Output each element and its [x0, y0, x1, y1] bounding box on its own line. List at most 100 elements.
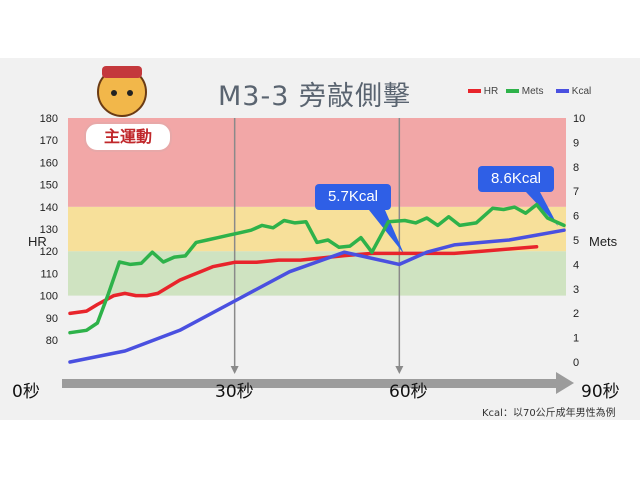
chart: 80 90 100 110 120 130 140 150 160 170 180 0 1 2 3 4 5 6 7 8… — [40, 66, 585, 394]
y-tick-label: 90 — [46, 313, 58, 325]
y-tick-label: 130 — [40, 224, 58, 236]
chart-stage: 80 90 100 110 120 130 140 150 160 170 180 0 1 2 3 4 5 6 7 8… — [0, 58, 640, 420]
series-point-hr — [212, 266, 214, 268]
callout-pointer-60s — [369, 210, 404, 254]
legend-swatch-mets — [506, 89, 519, 94]
series-point-mets — [107, 293, 109, 295]
series-point-kcal — [289, 271, 291, 273]
series-point-mets — [272, 227, 274, 229]
time-label-end: 90秒 — [581, 382, 620, 402]
series-point-kcal — [426, 251, 428, 253]
series-point-kcal — [69, 361, 71, 363]
y2-tick-label: 7 — [573, 186, 579, 198]
y2-tick-label: 1 — [573, 333, 579, 345]
series-point-mets — [360, 237, 362, 239]
series-point-hr — [343, 255, 345, 257]
series-point-mets — [173, 256, 175, 258]
callout-90s: 8.6Kcal — [478, 166, 554, 192]
series-point-mets — [305, 221, 307, 223]
series-point-mets — [283, 219, 285, 222]
y-axis-label: HR — [28, 234, 47, 249]
series-point-kcal — [234, 300, 236, 302]
legend-swatch-hr — [468, 89, 481, 94]
series-point-mets — [475, 222, 477, 224]
series-point-hr — [146, 295, 148, 297]
series-point-kcal — [343, 251, 345, 253]
badge: 主運動 — [84, 122, 172, 152]
series-point-hr — [157, 292, 159, 294]
series-point-mets — [69, 332, 71, 334]
y-tick-label: 140 — [40, 202, 58, 214]
series-point-mets — [217, 237, 219, 239]
series-point-mets — [338, 246, 340, 248]
y-tick-label: 170 — [40, 135, 58, 147]
series-point-mets — [404, 219, 406, 222]
series-point-hr — [69, 312, 71, 314]
series-point-mets — [195, 241, 197, 243]
mascot-hat-icon — [102, 66, 142, 78]
series-point-kcal — [453, 244, 455, 246]
series-point-hr — [96, 303, 98, 306]
series-point-mets — [387, 221, 389, 223]
series-point-hr — [234, 261, 236, 263]
series-point-mets — [206, 239, 208, 241]
series-point-mets — [371, 251, 373, 253]
time-label-30: 30秒 — [215, 382, 254, 402]
series-point-hr — [201, 270, 203, 272]
series-point-hr — [299, 259, 302, 261]
series-point-mets — [118, 261, 120, 263]
time-label-start: 0秒 — [12, 382, 40, 402]
series-point-hr — [113, 295, 115, 297]
y2-tick-label: 9 — [573, 137, 579, 149]
y2-tick-label: 10 — [573, 113, 585, 125]
mascot-eye-icon — [127, 90, 133, 96]
series-point-hr — [398, 252, 400, 254]
series-point-mets — [85, 329, 88, 331]
series-point-mets — [459, 224, 461, 226]
series-point-hr — [481, 250, 483, 252]
time-axis-arrow-icon — [556, 372, 574, 394]
legend-swatch-kcal — [556, 89, 569, 94]
series-point-mets — [514, 206, 516, 208]
series-point-hr — [256, 261, 258, 263]
series-point-mets — [448, 216, 450, 218]
series-point-kcal — [536, 234, 538, 236]
footnote: Kcal：以70公斤成年男性為例 — [482, 408, 616, 419]
y-tick-label: 180 — [40, 113, 58, 125]
series-point-mets — [563, 224, 565, 226]
series-point-hr — [508, 248, 510, 250]
series-point-hr — [179, 279, 181, 281]
series-point-mets — [327, 239, 329, 241]
series-point-mets — [349, 245, 351, 247]
series-point-mets — [162, 261, 164, 263]
legend-label-hr: HR — [483, 86, 499, 97]
callout-60s: 5.7Kcal — [315, 184, 391, 210]
chart-title: M3-3 旁敲側擊 — [218, 81, 411, 112]
series-point-mets — [261, 224, 263, 226]
series-point-kcal — [563, 229, 565, 231]
series-point-mets — [140, 262, 142, 264]
series-point-mets — [316, 241, 318, 243]
series-point-mets — [151, 251, 153, 253]
y2-tick-label: 6 — [573, 211, 579, 223]
series-point-mets — [415, 222, 417, 224]
series-point-mets — [250, 229, 252, 231]
time-axis-bar — [62, 379, 558, 388]
series-point-hr — [124, 292, 126, 294]
series-point-kcal — [124, 350, 126, 352]
legend-item-kcal: Kcal — [556, 86, 591, 97]
series-point-hr — [536, 246, 538, 248]
y2-tick-label: 8 — [573, 162, 579, 174]
series-point-hr — [135, 295, 137, 297]
y-tick-label: 150 — [40, 180, 58, 192]
series-point-mets — [96, 322, 98, 324]
legend-item-mets: Mets — [506, 86, 543, 97]
y2-tick-label: 5 — [573, 235, 579, 247]
series-point-mets — [129, 263, 131, 265]
series-point-hr — [453, 252, 455, 254]
series-point-mets — [294, 222, 296, 224]
series-point-mets — [525, 212, 527, 214]
mascot-eye-icon — [111, 90, 117, 96]
series-point-mets — [426, 217, 428, 219]
series-point-mets — [228, 234, 230, 236]
